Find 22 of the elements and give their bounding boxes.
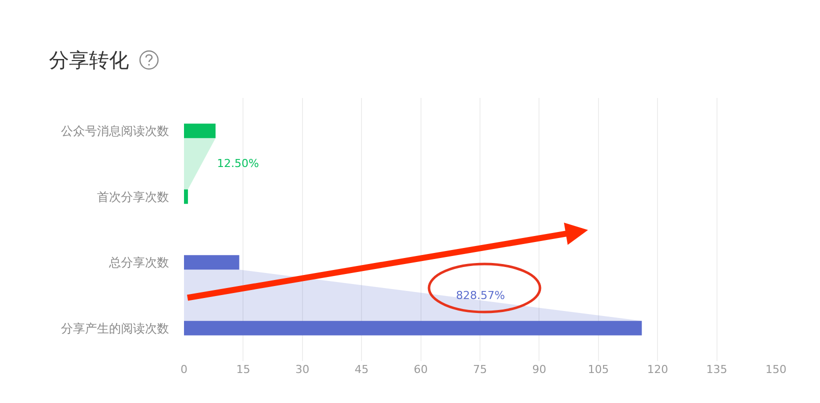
x-tick-label: 45 [354,363,369,376]
x-tick-label: 135 [706,363,728,376]
bar [184,320,642,336]
x-tick-label: 90 [532,363,546,376]
x-tick-label: 120 [647,363,668,376]
y-tick-label: 分享产生的阅读次数 [61,321,169,336]
x-tick-label: 105 [588,363,609,376]
annotation: 828.57% [456,289,505,302]
bar [184,124,216,138]
annotation: 12.50% [217,157,259,170]
chart-title: 分享转化 [49,48,129,72]
x-tick-label: 150 [766,363,786,376]
x-tick-label: 30 [295,363,310,376]
x-tick-label: 0 [180,363,188,376]
y-tick-label: 首次分享次数 [97,190,169,204]
y-tick-label: 公众号消息阅读次数 [61,124,169,138]
x-tick-label: 75 [473,363,487,376]
x-tick-label: 15 [236,363,250,376]
bar [184,255,240,270]
x-tick-label: 60 [414,363,428,376]
bar [184,189,188,204]
y-tick-label: 总分享次数 [108,256,169,270]
